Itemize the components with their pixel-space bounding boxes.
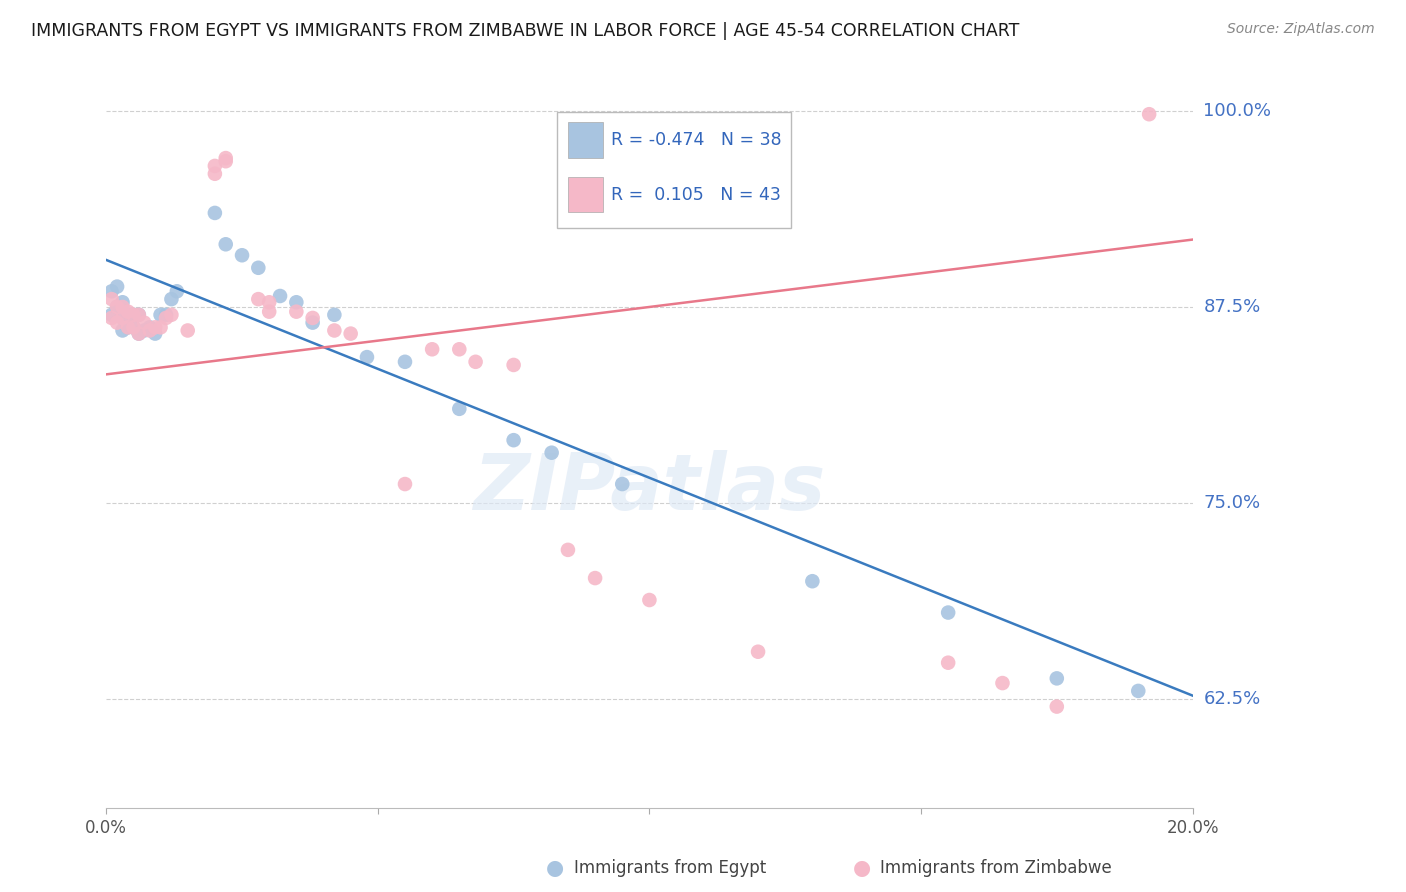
Point <box>117 320 139 334</box>
Point <box>991 676 1014 690</box>
Point <box>301 316 323 330</box>
Point <box>122 320 145 334</box>
Point <box>247 260 270 275</box>
Point <box>801 574 824 589</box>
Point <box>464 355 486 369</box>
FancyBboxPatch shape <box>557 112 790 227</box>
Point <box>138 323 160 337</box>
Point <box>138 320 160 334</box>
Point <box>257 304 280 318</box>
Point <box>936 606 959 620</box>
Point <box>339 326 361 341</box>
Text: R =  0.105   N = 43: R = 0.105 N = 43 <box>612 186 782 203</box>
Point <box>166 285 188 299</box>
Point <box>149 320 172 334</box>
Point <box>105 300 128 314</box>
FancyBboxPatch shape <box>568 122 603 158</box>
Point <box>155 310 177 325</box>
Point <box>128 326 150 341</box>
Text: ZIPatlas: ZIPatlas <box>474 450 825 526</box>
Point <box>111 295 134 310</box>
Text: ●: ● <box>547 858 564 878</box>
Text: IMMIGRANTS FROM EGYPT VS IMMIGRANTS FROM ZIMBABWE IN LABOR FORCE | AGE 45-54 COR: IMMIGRANTS FROM EGYPT VS IMMIGRANTS FROM… <box>31 22 1019 40</box>
Point <box>128 308 150 322</box>
Point <box>100 310 122 325</box>
Point <box>100 292 122 306</box>
Point <box>502 358 524 372</box>
Point <box>155 308 177 322</box>
Point <box>149 308 172 322</box>
Point <box>111 300 134 314</box>
Point <box>638 593 661 607</box>
Point <box>356 350 378 364</box>
Text: ●: ● <box>853 858 870 878</box>
Point <box>143 320 166 334</box>
Point <box>285 295 308 310</box>
Point <box>117 308 139 322</box>
Point <box>269 289 291 303</box>
Point <box>100 285 122 299</box>
Point <box>557 542 579 557</box>
Point <box>128 308 150 322</box>
Point <box>204 167 226 181</box>
Point <box>612 477 634 491</box>
Point <box>1046 672 1069 686</box>
Point <box>204 206 226 220</box>
Point <box>323 308 346 322</box>
Text: 62.5%: 62.5% <box>1204 690 1261 707</box>
Point <box>215 154 238 169</box>
Point <box>747 645 769 659</box>
Point <box>105 300 128 314</box>
Point <box>111 310 134 325</box>
Point <box>502 433 524 447</box>
Point <box>143 326 166 341</box>
Point <box>420 343 443 357</box>
Point <box>177 323 200 337</box>
Point <box>134 316 156 330</box>
Point <box>134 323 156 337</box>
Point <box>105 279 128 293</box>
Text: Source: ZipAtlas.com: Source: ZipAtlas.com <box>1227 22 1375 37</box>
Point <box>394 355 416 369</box>
Point <box>540 446 562 460</box>
Point <box>122 308 145 322</box>
Point <box>285 304 308 318</box>
Point <box>323 323 346 337</box>
Point <box>111 310 134 325</box>
FancyBboxPatch shape <box>568 177 603 212</box>
Point <box>1046 699 1069 714</box>
Text: 100.0%: 100.0% <box>1204 102 1271 120</box>
Point <box>111 323 134 337</box>
Point <box>215 151 238 165</box>
Point <box>1137 107 1160 121</box>
Point <box>160 292 183 306</box>
Point <box>160 308 183 322</box>
Point <box>215 237 238 252</box>
Text: 87.5%: 87.5% <box>1204 298 1261 316</box>
Point <box>231 248 253 262</box>
Point <box>936 656 959 670</box>
Point <box>204 159 226 173</box>
Point <box>1128 684 1150 698</box>
Text: Immigrants from Egypt: Immigrants from Egypt <box>574 859 766 877</box>
Point <box>100 308 122 322</box>
Point <box>449 343 471 357</box>
Point <box>257 295 280 310</box>
Text: 75.0%: 75.0% <box>1204 494 1261 512</box>
Point <box>105 316 128 330</box>
Point <box>394 477 416 491</box>
Point <box>247 292 270 306</box>
Point <box>117 320 139 334</box>
Text: Immigrants from Zimbabwe: Immigrants from Zimbabwe <box>880 859 1112 877</box>
Point <box>122 320 145 334</box>
Point <box>301 310 323 325</box>
Point <box>128 326 150 341</box>
Text: R = -0.474   N = 38: R = -0.474 N = 38 <box>612 131 782 149</box>
Point <box>122 308 145 322</box>
Point <box>449 401 471 416</box>
Point <box>117 304 139 318</box>
Point <box>583 571 606 585</box>
